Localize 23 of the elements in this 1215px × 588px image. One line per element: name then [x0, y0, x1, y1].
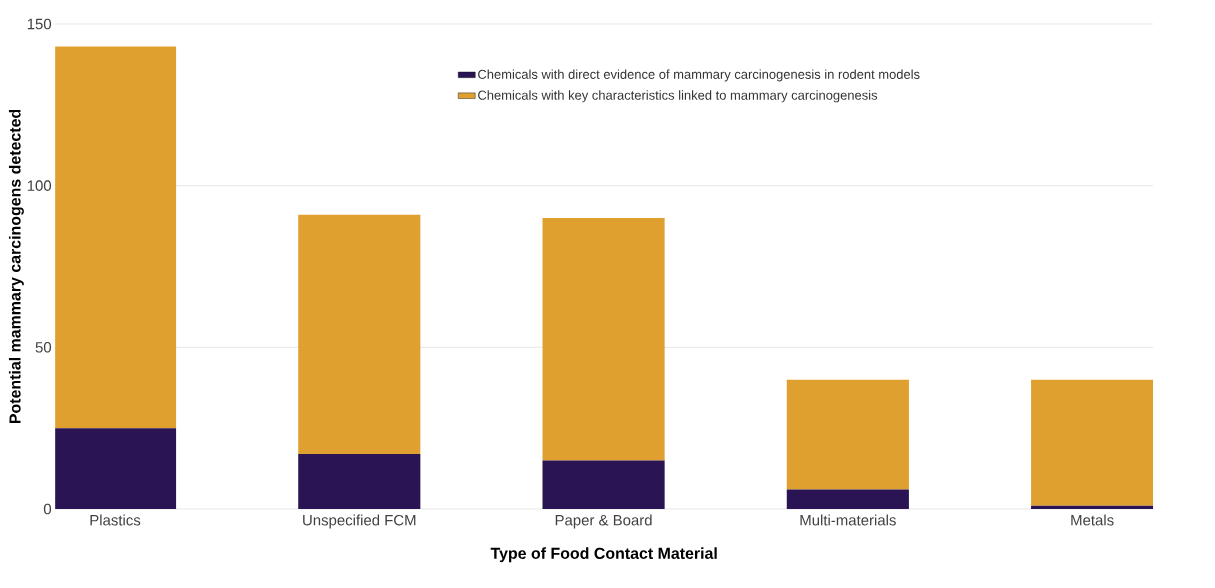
y-axis-title: Potential mammary carcinogens detected [8, 109, 24, 424]
x-tick-label: Multi-materials [800, 514, 896, 526]
x-tick-label: Unspecified FCM [303, 514, 416, 529]
bar [786, 489, 909, 509]
bar [55, 46, 177, 429]
x-tick-label: Paper & Board [555, 514, 652, 529]
bar [1031, 379, 1154, 506]
y-tick-label: 100 [27, 180, 52, 191]
x-tick-label: Plastics [90, 514, 141, 526]
bar [55, 428, 177, 509]
bar [542, 460, 665, 509]
x-axis-title: Type of Food Contact Material [490, 547, 717, 563]
bar [298, 214, 421, 455]
legend-label: Chemicals with direct evidence of mammary carcinogenesis in rodent models [478, 69, 920, 82]
bar [298, 454, 421, 509]
y-tick-label: 50 [35, 342, 52, 353]
legend-label: Chemicals with key characteristics linked to mammary carcinogenesis [478, 90, 878, 103]
x-tick-label: Metals [1071, 514, 1114, 526]
bar [786, 379, 909, 490]
y-tick-label: 0 [43, 503, 52, 515]
bar [542, 217, 665, 461]
bar [1031, 505, 1154, 509]
y-tick-label: 150 [27, 18, 52, 30]
